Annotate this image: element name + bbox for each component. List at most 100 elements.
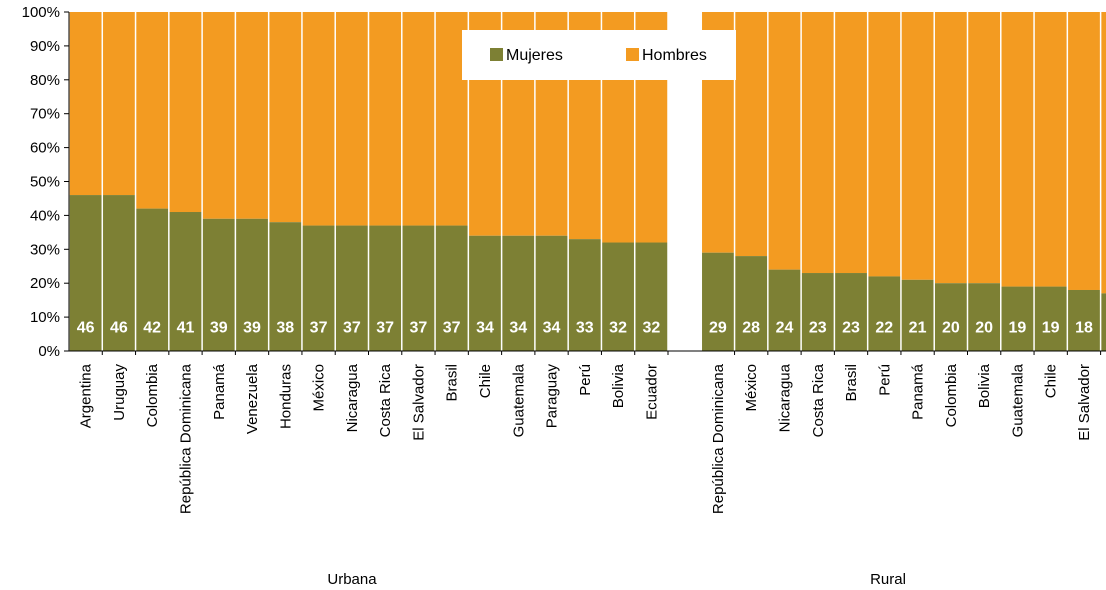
x-tick-label: Costa Rica [810,363,827,437]
bar-segment-mujeres [202,218,235,351]
bar-segment-mujeres [502,235,535,351]
x-tick-label: Brasil [843,364,860,402]
data-label: 39 [243,319,261,336]
bar-segment-mujeres [934,283,967,351]
x-tick-label: Ecuador [643,364,660,420]
bar-segment-mujeres [103,195,135,351]
y-tick-label: 20% [30,275,60,292]
bar-segment-mujeres [735,256,768,351]
bar-segment-mujeres [335,225,368,351]
y-tick-label: 50% [30,174,60,191]
y-tick-label: 90% [30,38,60,55]
x-tick-label: Nicaragua [776,363,793,432]
data-label: 24 [776,319,794,336]
legend-label-hombres: Hombres [642,47,707,64]
x-tick-label: Bolivia [976,363,993,408]
bar-segment-mujeres [1068,289,1100,351]
data-label: 29 [709,319,727,336]
data-label: 18 [1075,319,1093,336]
bar-segment-mujeres [469,235,501,351]
data-label: 41 [177,319,195,336]
data-label: 19 [1042,319,1060,336]
x-tick-label: Venezuela [244,363,261,434]
x-tick-label: El Salvador [410,364,427,441]
group-label-urbana: Urbana [327,571,377,588]
data-label: 37 [443,319,461,336]
x-tick-label: Guatemala [1009,363,1026,437]
data-label: 46 [77,319,95,336]
bar-segment-hombres [302,12,335,226]
y-tick-label: 10% [30,309,60,326]
legend-box [462,30,736,80]
y-tick-label: 80% [30,72,60,89]
x-tick-label: República Dominicana [710,363,727,514]
legend: Mujeres Hombres [462,30,736,80]
bar-segment-hombres [402,12,435,226]
bar-segment-hombres [169,12,202,213]
data-label: 37 [343,319,361,336]
data-label: 34 [476,319,494,336]
bar-segment-hombres [934,12,967,284]
bar-segment-mujeres [369,225,402,351]
data-label: 33 [576,319,594,336]
bar-segment-hombres [69,12,102,196]
x-tick-label: Chile [477,364,494,398]
data-label: 37 [410,319,428,336]
bar-segment-hombres [1068,12,1100,290]
bar-segment-hombres [369,12,402,226]
group-label-rural: Rural [870,571,906,588]
legend-swatch-hombres [626,48,639,61]
bars [69,12,1106,351]
x-tick-label: Chile [1043,364,1060,398]
bar-segment-hombres [335,12,368,226]
x-tick-label: Perú [876,364,893,396]
data-label: 23 [842,319,860,336]
bar-segment-mujeres [169,212,202,351]
bar-segment-mujeres [236,218,268,351]
bar-segment-mujeres [535,235,568,351]
data-label: 23 [809,319,827,336]
x-tick-label: Colombia [943,363,960,427]
bar-segment-mujeres [1034,286,1067,351]
bar-segment-mujeres [435,225,468,351]
bar-segment-mujeres [1101,293,1106,351]
x-tick-label: Panamá [910,363,927,420]
bar-segment-mujeres [402,225,435,351]
bar-segment-hombres [868,12,901,277]
bar-segment-mujeres [635,242,668,351]
data-label: 28 [742,319,760,336]
data-label: 20 [975,319,993,336]
data-label: 32 [609,319,627,336]
y-tick-label: 60% [30,140,60,157]
x-tick-label: Costa Rica [377,363,394,437]
x-tick-label: Bolivia [610,363,627,408]
data-label: 39 [210,319,228,336]
bar-segment-mujeres [136,208,169,351]
y-tick-label: 0% [38,343,60,360]
data-label: 32 [642,319,660,336]
x-tick-label: México [743,364,760,412]
x-tick-label: Brasil [444,364,461,402]
x-tick-label: Guatemala [510,363,527,437]
data-label: 38 [276,319,294,336]
x-tick-label: Nicaragua [344,363,361,432]
bar-segment-hombres [202,12,235,219]
bar-segment-hombres [1034,12,1067,287]
bar-segment-hombres [901,12,934,280]
x-tick-label: Colombia [144,363,161,427]
x-tick-label: Argentina [78,363,95,428]
bar-segment-hombres [269,12,302,223]
bar-segment-hombres [735,12,768,257]
x-tick-label: El Salvador [1076,364,1093,441]
bar-segment-mujeres [968,283,1001,351]
bar-segment-mujeres [602,242,634,351]
bar-segment-mujeres [702,252,734,351]
x-tick-label: Paraguay [544,364,561,429]
data-label: 22 [875,319,893,336]
bar-segment-mujeres [302,225,335,351]
legend-label-mujeres: Mujeres [506,47,563,64]
bar-segment-mujeres [835,273,867,351]
x-axis: Argentina Uruguay Colombia República Domini… [69,350,1106,514]
